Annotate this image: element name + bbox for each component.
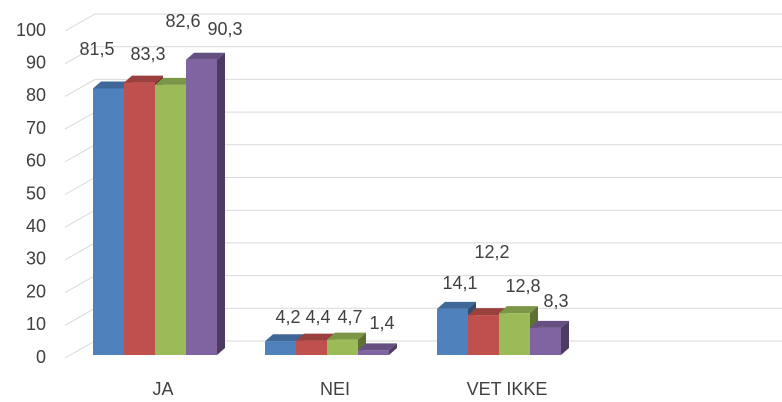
bar-top xyxy=(437,301,476,309)
x-tick-label: NEI xyxy=(320,379,350,399)
bar-top xyxy=(468,308,507,316)
y-tick-label: 100 xyxy=(16,20,46,40)
bar xyxy=(93,88,124,356)
bar-top xyxy=(499,306,538,314)
data-label: 12,2 xyxy=(474,242,509,262)
data-label: 82,6 xyxy=(165,11,200,31)
y-tick-label: 50 xyxy=(26,183,46,203)
bar xyxy=(358,350,389,355)
bar xyxy=(296,340,327,355)
y-tick-label: 30 xyxy=(26,249,46,269)
bar xyxy=(499,313,530,355)
bar-top xyxy=(265,334,304,342)
bar-top xyxy=(93,81,132,89)
grid-line xyxy=(64,13,782,32)
bar-top xyxy=(530,320,569,328)
y-tick-label: 20 xyxy=(26,281,46,301)
x-tick-label: JA xyxy=(152,379,173,399)
bar xyxy=(468,315,499,355)
y-tick-label: 60 xyxy=(26,151,46,171)
data-label: 4,4 xyxy=(305,307,330,327)
grid-line xyxy=(64,78,782,97)
y-tick-label: 80 xyxy=(26,85,46,105)
y-tick-label: 90 xyxy=(26,52,46,72)
y-tick-label: 0 xyxy=(36,347,46,367)
bar xyxy=(155,84,186,355)
bar-top xyxy=(155,77,194,85)
data-label: 12,8 xyxy=(505,276,540,296)
bar xyxy=(530,327,561,355)
bar xyxy=(327,339,358,355)
data-label: 83,3 xyxy=(130,44,165,64)
bar-top xyxy=(186,52,225,60)
bar xyxy=(186,59,217,356)
data-label: 4,2 xyxy=(275,307,300,327)
data-label: 81,5 xyxy=(79,39,114,59)
bar-side xyxy=(217,52,225,356)
data-label: 14,1 xyxy=(442,273,477,293)
grid-line xyxy=(64,46,782,65)
data-label: 1,4 xyxy=(369,313,394,333)
y-tick-label: 40 xyxy=(26,216,46,236)
data-label: 4,7 xyxy=(337,307,362,327)
bar xyxy=(265,341,296,355)
bar xyxy=(437,308,468,355)
bar-side xyxy=(389,343,397,355)
bar xyxy=(124,82,155,355)
bar-top xyxy=(358,343,397,351)
bar-top xyxy=(327,332,366,340)
bar-top xyxy=(124,75,163,83)
data-label: 90,3 xyxy=(207,19,242,39)
y-tick-label: 10 xyxy=(26,314,46,334)
data-label: 8,3 xyxy=(543,291,568,311)
bar-top xyxy=(296,333,335,341)
bar-side xyxy=(561,320,569,355)
y-tick-label: 70 xyxy=(26,118,46,138)
x-tick-label: VET IKKE xyxy=(467,379,548,399)
